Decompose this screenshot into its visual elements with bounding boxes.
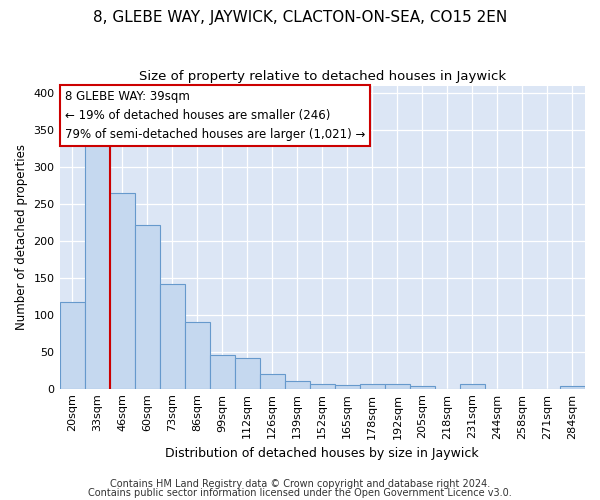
Text: Contains public sector information licensed under the Open Government Licence v3: Contains public sector information licen… <box>88 488 512 498</box>
Bar <box>360 384 385 388</box>
Bar <box>85 144 110 388</box>
Bar <box>134 224 160 388</box>
Bar <box>160 284 185 389</box>
Text: 8, GLEBE WAY, JAYWICK, CLACTON-ON-SEA, CO15 2EN: 8, GLEBE WAY, JAYWICK, CLACTON-ON-SEA, C… <box>93 10 507 25</box>
Title: Size of property relative to detached houses in Jaywick: Size of property relative to detached ho… <box>139 70 506 83</box>
Bar <box>285 382 310 388</box>
Bar <box>185 322 209 388</box>
Y-axis label: Number of detached properties: Number of detached properties <box>15 144 28 330</box>
Bar <box>235 358 260 388</box>
Bar <box>460 384 485 388</box>
Bar <box>59 302 85 388</box>
Bar <box>110 193 134 388</box>
Bar <box>260 374 285 388</box>
X-axis label: Distribution of detached houses by size in Jaywick: Distribution of detached houses by size … <box>166 447 479 460</box>
Bar <box>335 385 360 388</box>
Text: 8 GLEBE WAY: 39sqm
← 19% of detached houses are smaller (246)
79% of semi-detach: 8 GLEBE WAY: 39sqm ← 19% of detached hou… <box>65 90 365 141</box>
Bar <box>560 386 585 388</box>
Bar <box>410 386 435 388</box>
Text: Contains HM Land Registry data © Crown copyright and database right 2024.: Contains HM Land Registry data © Crown c… <box>110 479 490 489</box>
Bar <box>209 356 235 388</box>
Bar <box>310 384 335 388</box>
Bar <box>385 384 410 388</box>
